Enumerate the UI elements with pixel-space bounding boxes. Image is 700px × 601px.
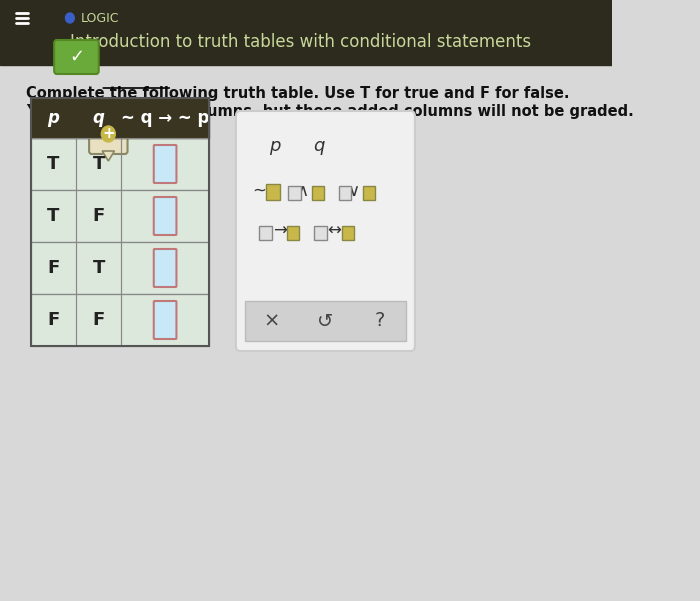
Text: F: F [92, 207, 105, 225]
Text: T: T [92, 155, 105, 173]
FancyBboxPatch shape [54, 40, 99, 74]
FancyBboxPatch shape [312, 186, 324, 200]
Text: ↺: ↺ [317, 311, 334, 331]
FancyBboxPatch shape [260, 226, 272, 240]
Bar [0, 0, 612, 65]
Text: ~: ~ [253, 182, 267, 200]
Text: ∧: ∧ [297, 182, 309, 200]
Bar [31, 98, 209, 138]
Bar [31, 138, 209, 190]
Bar [121, 294, 209, 346]
Text: ↔: ↔ [328, 222, 342, 240]
Bar [31, 294, 209, 346]
Circle shape [102, 126, 116, 142]
Text: ×: × [263, 311, 280, 331]
Bar [31, 242, 209, 294]
FancyBboxPatch shape [288, 186, 300, 200]
FancyBboxPatch shape [339, 186, 351, 200]
Bar [76, 190, 121, 242]
Bar [31, 242, 76, 294]
Text: F: F [92, 311, 105, 329]
FancyBboxPatch shape [154, 145, 176, 183]
Text: ~ q → ~ p: ~ q → ~ p [121, 109, 209, 127]
Text: p: p [270, 137, 281, 155]
Text: →: → [272, 222, 286, 240]
Bar [121, 138, 209, 190]
Text: T: T [47, 155, 60, 173]
Bar [31, 190, 76, 242]
FancyBboxPatch shape [154, 197, 176, 235]
Bar [244, 301, 406, 341]
Text: ?: ? [374, 311, 384, 331]
FancyBboxPatch shape [342, 226, 354, 240]
FancyBboxPatch shape [236, 111, 415, 351]
Text: F: F [47, 311, 60, 329]
FancyBboxPatch shape [154, 301, 176, 339]
Bar [76, 242, 121, 294]
FancyBboxPatch shape [89, 114, 127, 154]
Text: p: p [48, 109, 60, 127]
Bar [121, 242, 209, 294]
Text: Introduction to truth tables with conditional statements: Introduction to truth tables with condit… [70, 33, 531, 51]
Bar [31, 190, 209, 242]
Text: F: F [47, 259, 60, 277]
Bar [121, 190, 209, 242]
Bar [76, 138, 121, 190]
Bar [76, 294, 121, 346]
Bar [31, 294, 76, 346]
Text: T: T [47, 207, 60, 225]
Text: T: T [92, 259, 105, 277]
FancyBboxPatch shape [363, 186, 375, 200]
Text: ✓: ✓ [69, 48, 84, 66]
FancyBboxPatch shape [267, 184, 281, 200]
FancyBboxPatch shape [314, 226, 327, 240]
Bar [31, 98, 209, 346]
Text: You may add more columns, but those added columns will not be graded.: You may add more columns, but those adde… [26, 104, 634, 119]
Text: LOGIC: LOGIC [80, 11, 119, 25]
Bar [31, 138, 76, 190]
Text: q: q [313, 137, 325, 155]
Text: q: q [93, 109, 105, 127]
FancyBboxPatch shape [154, 249, 176, 287]
Circle shape [66, 13, 74, 23]
Text: +: + [102, 126, 115, 141]
Polygon shape [102, 151, 114, 161]
Text: Complete the following truth table. Use T for true and F for false.: Complete the following truth table. Use … [26, 86, 570, 101]
FancyBboxPatch shape [286, 226, 299, 240]
Text: ∨: ∨ [348, 182, 360, 200]
